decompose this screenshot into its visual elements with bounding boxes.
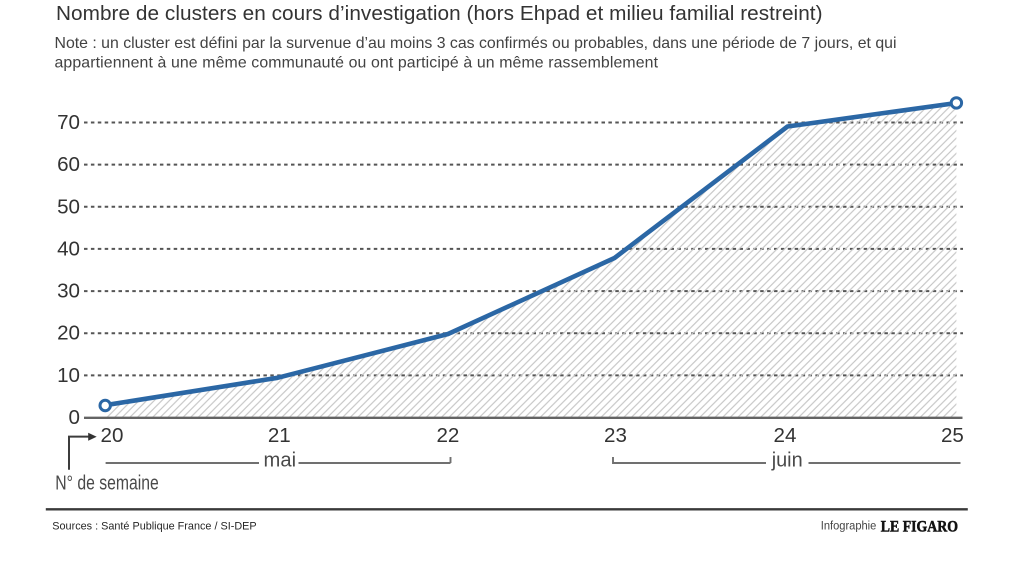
svg-text:mai: mai — [264, 450, 297, 472]
svg-text:appartiennent à une même commu: appartiennent à une même communauté ou o… — [55, 55, 659, 72]
svg-text:22: 22 — [436, 424, 459, 447]
svg-text:Sources : Santé Publique Franc: Sources : Santé Publique France / SI-DEP — [52, 520, 256, 532]
svg-text:23: 23 — [604, 424, 627, 447]
svg-text:0: 0 — [69, 406, 80, 429]
svg-text:25: 25 — [941, 424, 964, 447]
svg-text:21: 21 — [268, 424, 291, 447]
svg-text:20: 20 — [101, 424, 124, 447]
svg-text:50: 50 — [57, 195, 80, 218]
svg-text:60: 60 — [57, 153, 80, 176]
svg-text:20: 20 — [57, 322, 80, 345]
svg-text:70: 70 — [57, 111, 80, 134]
svg-text:24: 24 — [774, 424, 797, 447]
svg-text:10: 10 — [57, 364, 80, 387]
svg-text:juin: juin — [771, 450, 803, 472]
svg-text:Note : un cluster est défini p: Note : un cluster est défini par la surv… — [55, 35, 897, 52]
svg-text:LE FIGARO: LE FIGARO — [881, 517, 958, 536]
svg-text:N° de semaine: N° de semaine — [55, 472, 159, 494]
svg-text:Nombre de clusters en cours d’: Nombre de clusters en cours d’investigat… — [56, 2, 823, 25]
svg-text:Infographie: Infographie — [821, 519, 877, 533]
svg-text:40: 40 — [57, 237, 80, 260]
svg-text:30: 30 — [57, 280, 80, 303]
